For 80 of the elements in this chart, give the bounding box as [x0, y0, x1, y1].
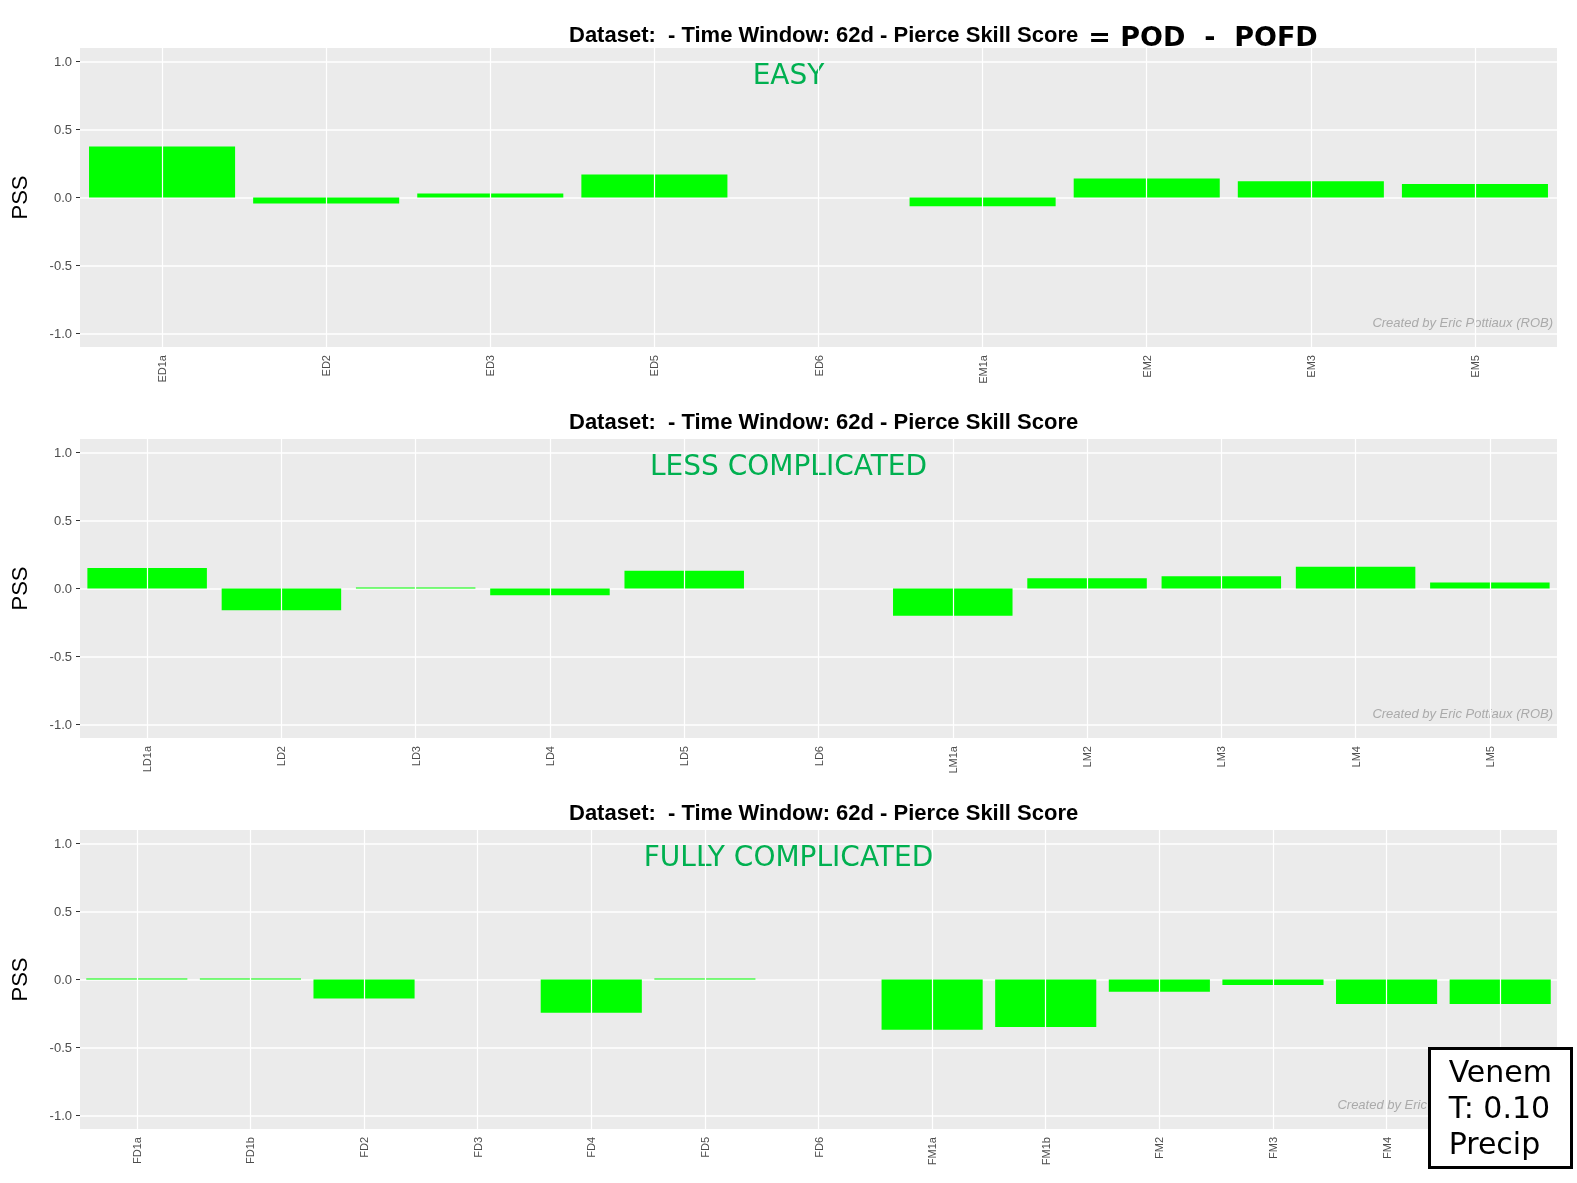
x-tick-label: EM2 — [1140, 355, 1153, 378]
x-tick-label: ED5 — [648, 355, 661, 377]
chart-title: Dataset: - Time Window: 62d - Pierce Skill Score — [569, 799, 1079, 825]
x-tick-label: FM3 — [1266, 1137, 1279, 1159]
annotation: Created by Eric Pottiaux (ROB) — [1372, 706, 1554, 721]
y-tick-label: 0.0 — [53, 190, 72, 205]
y-axis-title: PSS — [6, 566, 32, 611]
bar — [1027, 578, 1147, 589]
y-tick-label: 0.5 — [53, 513, 72, 529]
annotation: Created by Eric Pottiaux (ROB) — [1372, 315, 1554, 330]
bar — [1401, 183, 1548, 198]
bar — [89, 146, 236, 198]
bar — [1430, 582, 1550, 589]
x-tick-label: FM1a — [926, 1136, 939, 1166]
y-tick-label: 0.0 — [53, 972, 72, 987]
x-tick-label: EM3 — [1304, 355, 1317, 378]
x-tick-label: LM3 — [1215, 746, 1228, 768]
annotation: Precip — [1448, 1126, 1542, 1162]
y-tick-label: 1.0 — [53, 54, 72, 70]
bar — [1073, 178, 1220, 198]
x-tick-label: EM5 — [1468, 355, 1481, 378]
y-tick-label: 1.0 — [53, 836, 72, 852]
x-tick-label: FD6 — [812, 1137, 825, 1158]
x-tick-label: LM2 — [1081, 746, 1094, 768]
x-tick-label: FD5 — [698, 1137, 711, 1158]
x-tick-label: LM1a — [946, 745, 959, 774]
x-tick-label: FD1b — [244, 1137, 257, 1164]
annotation: FULLY COMPLICATED — [643, 839, 934, 873]
y-tick-label: -1.0 — [49, 325, 72, 341]
chart-title: Dataset: - Time Window: 62d - Pierce Skill Score — [569, 408, 1079, 434]
bar — [1295, 566, 1416, 589]
x-tick-label: FM1b — [1039, 1137, 1052, 1166]
chart-title: Dataset: - Time Window: 62d - Pierce Skill Score — [569, 22, 1079, 47]
x-tick-label: ED3 — [484, 355, 497, 377]
annotation: Created by Eric — [1337, 1097, 1428, 1112]
x-tick-label: FD1a — [130, 1136, 143, 1164]
y-tick-label: -0.5 — [49, 257, 72, 273]
y-tick-label: -1.0 — [49, 1107, 72, 1123]
annotation: LESS COMPLICATED — [649, 448, 928, 482]
x-tick-label: ED6 — [812, 355, 825, 377]
bar — [581, 174, 728, 198]
y-tick-label: -0.5 — [49, 1039, 72, 1055]
bar — [624, 570, 744, 589]
x-tick-label: LM4 — [1349, 746, 1362, 768]
x-tick-label: LD1a — [141, 745, 154, 773]
x-tick-label: ED2 — [320, 355, 333, 377]
x-tick-label: FD4 — [585, 1137, 598, 1158]
y-axis-title: PSS — [6, 175, 32, 220]
x-tick-label: EM1a — [976, 354, 989, 384]
y-tick-label: 0.5 — [53, 904, 72, 920]
x-tick-label: LD5 — [678, 746, 691, 767]
x-tick-label: LM5 — [1483, 746, 1496, 768]
bar — [253, 197, 400, 204]
bar — [87, 568, 207, 589]
bar — [1161, 576, 1282, 589]
bar — [417, 193, 564, 198]
y-tick-label: 0.5 — [53, 122, 72, 138]
x-tick-label: FD2 — [358, 1137, 371, 1158]
x-tick-label: FM4 — [1380, 1137, 1393, 1159]
x-tick-label: ED1a — [156, 354, 169, 383]
y-tick-label: -0.5 — [49, 648, 72, 664]
bar — [893, 588, 1013, 616]
x-tick-label: LD4 — [543, 746, 556, 767]
annotation: = POD - POFD — [1088, 21, 1318, 52]
y-tick-label: 1.0 — [53, 445, 72, 461]
annotation: T: 0.10 — [1448, 1090, 1552, 1126]
x-tick-label: LD6 — [812, 746, 825, 767]
y-axis-title: PSS — [6, 957, 32, 1002]
y-tick-label: -1.0 — [49, 716, 72, 732]
bar — [1237, 181, 1384, 198]
x-tick-label: LD3 — [409, 746, 422, 767]
x-tick-label: FM2 — [1153, 1137, 1166, 1159]
annotation: Venem — [1448, 1054, 1552, 1090]
annotation: EASY — [752, 57, 826, 91]
y-tick-label: 0.0 — [53, 581, 72, 596]
bar — [909, 197, 1056, 207]
x-tick-label: LD2 — [275, 746, 288, 767]
bar — [221, 588, 342, 611]
x-tick-label: FD3 — [471, 1137, 484, 1158]
bar — [490, 588, 610, 596]
